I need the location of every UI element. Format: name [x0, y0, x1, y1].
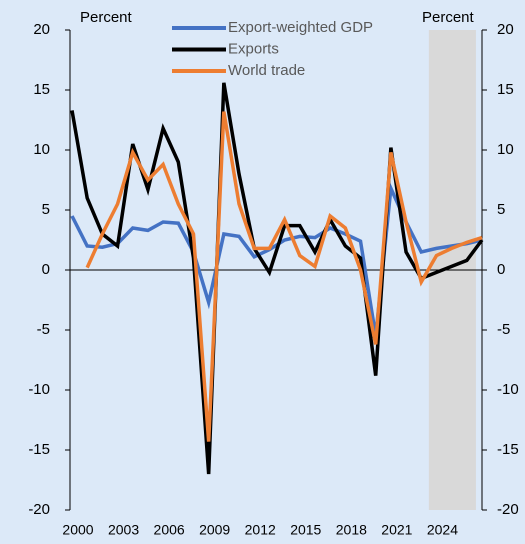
y-tick-label: -20: [28, 501, 50, 518]
y-axis-label: Percent: [80, 9, 133, 26]
y2-tick-label: -15: [497, 441, 519, 458]
x-tick-label: 2000: [62, 522, 93, 538]
y-tick-label: 15: [33, 81, 50, 98]
x-tick-label: 2024: [427, 522, 458, 538]
y2-tick-label: 5: [497, 201, 505, 218]
y2-tick-label: -20: [497, 501, 519, 518]
y-tick-label: -5: [37, 321, 50, 338]
x-tick-label: 2003: [108, 522, 139, 538]
y-tick-label: 5: [42, 201, 50, 218]
x-tick-label: 2009: [199, 522, 230, 538]
x-tick-label: 2021: [381, 522, 412, 538]
y-tick-label: -10: [28, 381, 50, 398]
y2-tick-label: -5: [497, 321, 510, 338]
legend-label: World trade: [228, 62, 305, 79]
x-tick-label: 2012: [245, 522, 276, 538]
x-tick-label: 2015: [290, 522, 321, 538]
x-tick-label: 2006: [154, 522, 185, 538]
y2-tick-label: -10: [497, 381, 519, 398]
y2-tick-label: 0: [497, 261, 505, 278]
y2-tick-label: 10: [497, 141, 514, 158]
legend-label: Exports: [228, 40, 279, 57]
y-tick-label: 20: [33, 21, 50, 38]
legend-label: Export-weighted GDP: [228, 19, 373, 36]
y-tick-label: 10: [33, 141, 50, 158]
y-tick-label: 0: [42, 261, 50, 278]
series-line: [85, 111, 483, 442]
y-tick-label: -15: [28, 441, 50, 458]
y2-axis-label: Percent: [422, 9, 475, 26]
y2-tick-label: 20: [497, 21, 514, 38]
y2-tick-label: 15: [497, 81, 514, 98]
x-tick-label: 2018: [336, 522, 367, 538]
